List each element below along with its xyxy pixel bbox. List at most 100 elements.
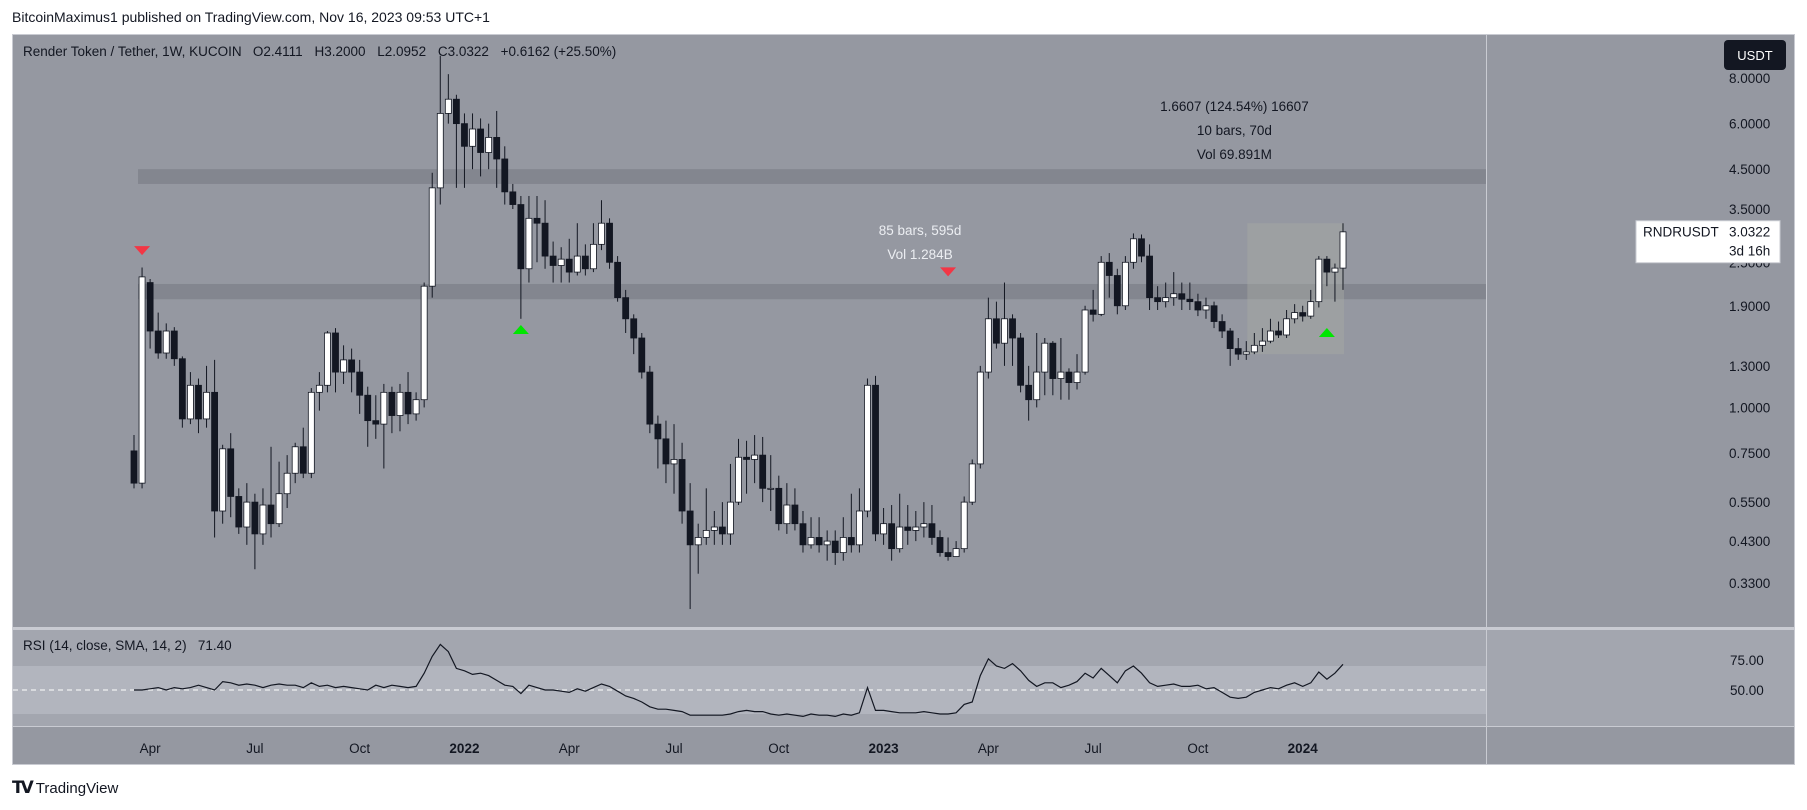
candle bbox=[324, 331, 331, 393]
signal-markers bbox=[134, 246, 1335, 337]
candle bbox=[638, 332, 646, 379]
candle-body-down bbox=[1138, 238, 1145, 257]
candle-body-down bbox=[1025, 384, 1033, 401]
candle bbox=[219, 444, 227, 524]
chart-legend: Render Token / Tether, 1W, KUCOIN O2.411… bbox=[23, 44, 616, 59]
candle-body-up bbox=[896, 526, 904, 550]
candle-body-down bbox=[1178, 293, 1186, 300]
candle bbox=[1210, 301, 1218, 329]
high-label: H bbox=[314, 44, 325, 59]
candle bbox=[1250, 332, 1258, 355]
candle bbox=[581, 244, 589, 276]
candle-body-down bbox=[847, 537, 855, 546]
candle bbox=[694, 523, 702, 574]
candle bbox=[154, 312, 162, 359]
candle-body-up bbox=[735, 456, 742, 503]
candle bbox=[783, 483, 791, 534]
candle bbox=[130, 435, 138, 489]
candle-body-up bbox=[469, 128, 476, 147]
rsi-axis: 75.00 50.00 bbox=[1730, 653, 1764, 698]
candle-body-up bbox=[187, 384, 194, 420]
candle-body-up bbox=[1121, 261, 1129, 307]
candle-body-down bbox=[743, 456, 750, 460]
candle bbox=[960, 496, 968, 553]
candle-body-down bbox=[404, 391, 412, 415]
rsi-value: 71.40 bbox=[197, 638, 232, 653]
candle bbox=[1009, 314, 1016, 366]
candle bbox=[1033, 332, 1041, 408]
candle bbox=[1291, 304, 1299, 324]
candle-body-down bbox=[1194, 301, 1202, 311]
candle bbox=[952, 541, 960, 557]
candle bbox=[509, 183, 517, 210]
candle bbox=[1138, 234, 1145, 263]
candle bbox=[267, 446, 275, 538]
candle bbox=[1089, 289, 1097, 322]
candle-body-down bbox=[1218, 321, 1226, 332]
rsi-legend: RSI (14, close, SMA, 14, 2) 71.40 bbox=[23, 638, 232, 653]
price-axis: 8.00006.00004.50003.50002.50001.90001.30… bbox=[1729, 71, 1770, 591]
candle-body-up bbox=[1073, 371, 1081, 383]
footer-brand[interactable]: TV TradingView bbox=[12, 778, 118, 798]
time-axis-corner bbox=[1487, 727, 1794, 764]
candle-body-down bbox=[654, 423, 662, 440]
price-axis-background bbox=[1486, 35, 1794, 627]
candle-body-up bbox=[1259, 340, 1266, 346]
candle-body-down bbox=[1154, 297, 1162, 303]
candle bbox=[1121, 256, 1129, 310]
candle bbox=[743, 440, 750, 494]
brand-name: TradingView bbox=[35, 779, 119, 797]
candle-body-down bbox=[509, 191, 517, 205]
candle-body-down bbox=[606, 222, 613, 263]
candle bbox=[847, 493, 855, 553]
candle-body-up bbox=[283, 472, 291, 495]
candle-body-down bbox=[1105, 261, 1113, 276]
candle bbox=[856, 488, 863, 553]
candle-body-up bbox=[598, 222, 605, 245]
candle bbox=[1283, 309, 1290, 339]
candle bbox=[517, 195, 525, 319]
price-tick-label: 0.3300 bbox=[1729, 576, 1770, 591]
candle-body-down bbox=[533, 217, 541, 224]
candle-body-down bbox=[759, 454, 767, 489]
candle bbox=[1081, 305, 1089, 375]
candle-body-up bbox=[694, 537, 702, 546]
candle bbox=[307, 388, 315, 479]
candle-body-down bbox=[1049, 342, 1057, 379]
time-tick-label: Apr bbox=[978, 741, 1000, 756]
candle bbox=[1025, 365, 1033, 421]
candle-body-down bbox=[178, 358, 186, 420]
chart-frame bbox=[12, 34, 1795, 765]
open-label: O bbox=[252, 44, 264, 59]
candle bbox=[735, 438, 742, 506]
bar-countdown: 3d 16h bbox=[1729, 244, 1770, 259]
candle bbox=[573, 223, 581, 276]
candle bbox=[340, 345, 347, 384]
symbol-title[interactable]: Render Token / Tether, 1W, KUCOIN bbox=[23, 44, 242, 59]
time-tick-label: Jul bbox=[246, 741, 263, 756]
candle-body-up bbox=[912, 526, 920, 531]
candle bbox=[751, 435, 759, 484]
candle-body-up bbox=[315, 384, 323, 393]
currency-button[interactable]: USDT bbox=[1724, 40, 1786, 70]
candle-body-up bbox=[291, 446, 299, 474]
candle-body-down bbox=[227, 448, 235, 497]
candle bbox=[1113, 268, 1121, 315]
candle-body-down bbox=[686, 510, 694, 546]
green-up-arrow-icon bbox=[1318, 327, 1335, 337]
candle bbox=[590, 223, 597, 273]
candle-body-up bbox=[1307, 301, 1315, 317]
last-price-box bbox=[1635, 220, 1781, 264]
candle bbox=[315, 372, 323, 411]
candle bbox=[880, 507, 887, 545]
candle-body-up bbox=[324, 332, 331, 386]
candle-body-down bbox=[452, 98, 460, 125]
candle-body-up bbox=[259, 504, 267, 535]
candle-body-down bbox=[251, 501, 259, 535]
candle-body-down bbox=[936, 537, 944, 553]
candle-body-up bbox=[767, 487, 775, 490]
candle-body-up bbox=[275, 493, 283, 525]
rsi-label[interactable]: RSI (14, close, SMA, 14, 2) bbox=[23, 638, 187, 653]
candle bbox=[469, 113, 476, 170]
